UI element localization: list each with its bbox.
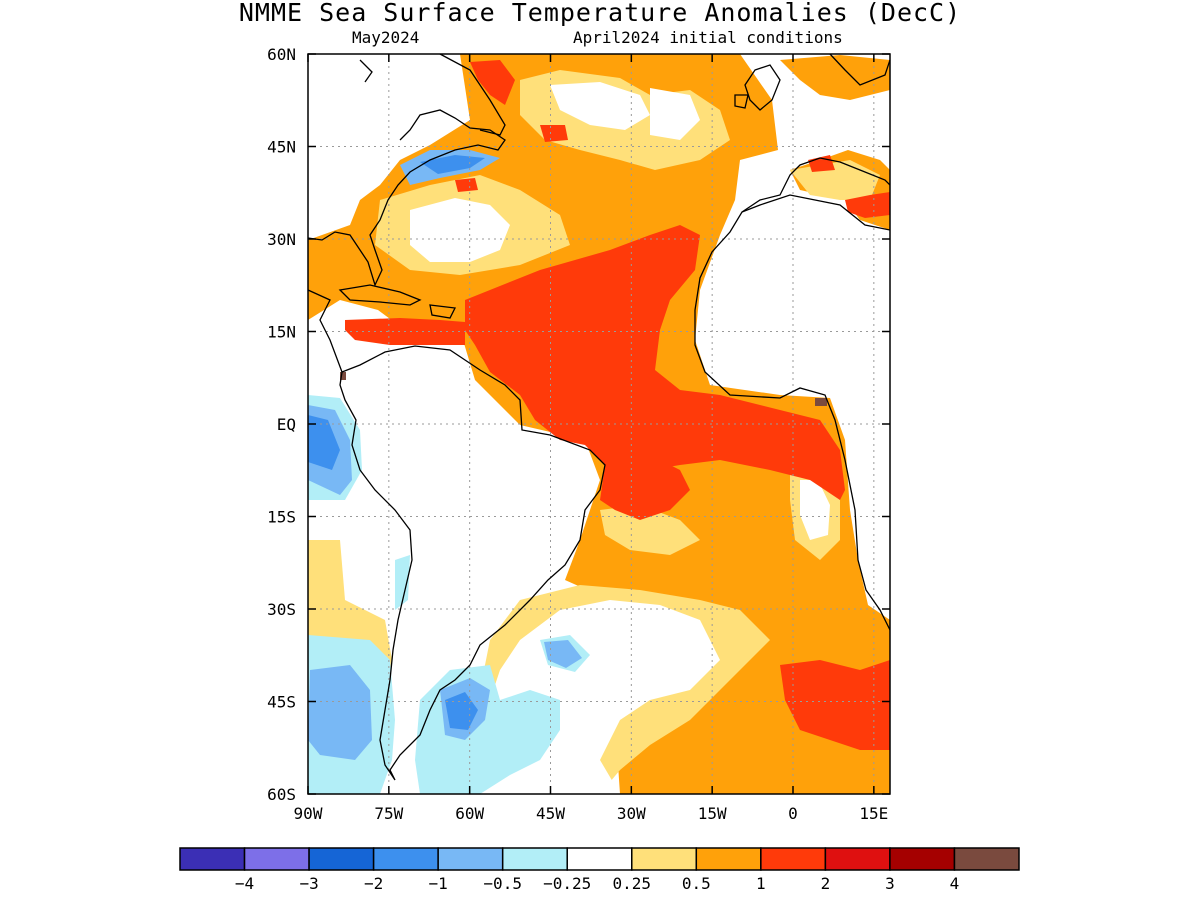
colorbar-label: −3 (299, 874, 318, 893)
south-america-coastline (339, 345, 606, 781)
colorbar-label: −0.5 (483, 874, 522, 893)
newfoundland-coastline (439, 53, 506, 136)
y-tick-label: 15N (267, 323, 296, 342)
iceland-coastline (359, 59, 373, 83)
coastlines (307, 53, 891, 781)
colorbar-label: 3 (885, 874, 895, 893)
x-tick-label: 0 (788, 804, 798, 823)
y-tick-label: 30S (267, 600, 296, 619)
y-tick-label: 30N (267, 230, 296, 249)
y-tick-label: 15S (267, 508, 296, 527)
colorbar-label: −0.25 (543, 874, 591, 893)
central-america-coastline (307, 289, 343, 373)
graticule-grid (308, 54, 890, 794)
colorbar-label: 0.5 (682, 874, 711, 893)
colorbar-label: −2 (364, 874, 383, 893)
x-tick-label: 15W (698, 804, 727, 823)
y-tick-label: 60N (267, 45, 296, 64)
initial-conditions-label: April2024 initial conditions (573, 28, 843, 47)
colorbar-swatch (760, 847, 827, 871)
scandinavia-coastline (829, 53, 891, 86)
y-tick-label: 45N (267, 138, 296, 157)
y-tick-label: EQ (277, 415, 296, 434)
colorbar-swatch (179, 847, 246, 871)
colorbar-swatch (501, 847, 568, 871)
forecast-month: May2024 (352, 28, 420, 47)
x-tick-label: 45W (536, 804, 565, 823)
colorbar-swatch (308, 847, 375, 871)
colorbar-label: 0.25 (613, 874, 652, 893)
x-tick-label: 60W (455, 804, 484, 823)
x-tick-label: 15E (859, 804, 888, 823)
chart-title: NMME Sea Surface Temperature Anomalies (… (238, 0, 962, 27)
colorbar-swatch (372, 847, 439, 871)
x-tick-label: 30W (617, 804, 646, 823)
y-tick-label: 60S (267, 785, 296, 804)
x-tick-label: 75W (374, 804, 403, 823)
anomaly-fill-above-4 (340, 372, 827, 406)
colorbar-label: −1 (429, 874, 448, 893)
caribbean-coastline (338, 284, 456, 319)
colorbar-swatch (953, 847, 1020, 871)
uk-coastline (734, 64, 781, 111)
colorbar-label: 1 (756, 874, 766, 893)
colorbar-swatch (566, 847, 633, 871)
colorbar-label: −4 (235, 874, 254, 893)
colorbar: −4 −3 −2 −1 −0.5 −0.25 0.25 0.5 1 2 3 4 (179, 847, 1020, 893)
africa-coastline (694, 194, 891, 631)
colorbar-swatch (437, 847, 504, 871)
colorbar-swatch (695, 847, 762, 871)
y-tick-label: 45S (267, 693, 296, 712)
colorbar-label: 2 (821, 874, 831, 893)
colorbar-swatch (889, 847, 956, 871)
europe-coastline (741, 157, 891, 213)
colorbar-swatch (243, 847, 310, 871)
north-america-coastline (307, 109, 506, 287)
colorbar-swatch (824, 847, 891, 871)
colorbar-label: 4 (950, 874, 960, 893)
x-tick-label: 90W (294, 804, 323, 823)
colorbar-swatch (631, 847, 698, 871)
